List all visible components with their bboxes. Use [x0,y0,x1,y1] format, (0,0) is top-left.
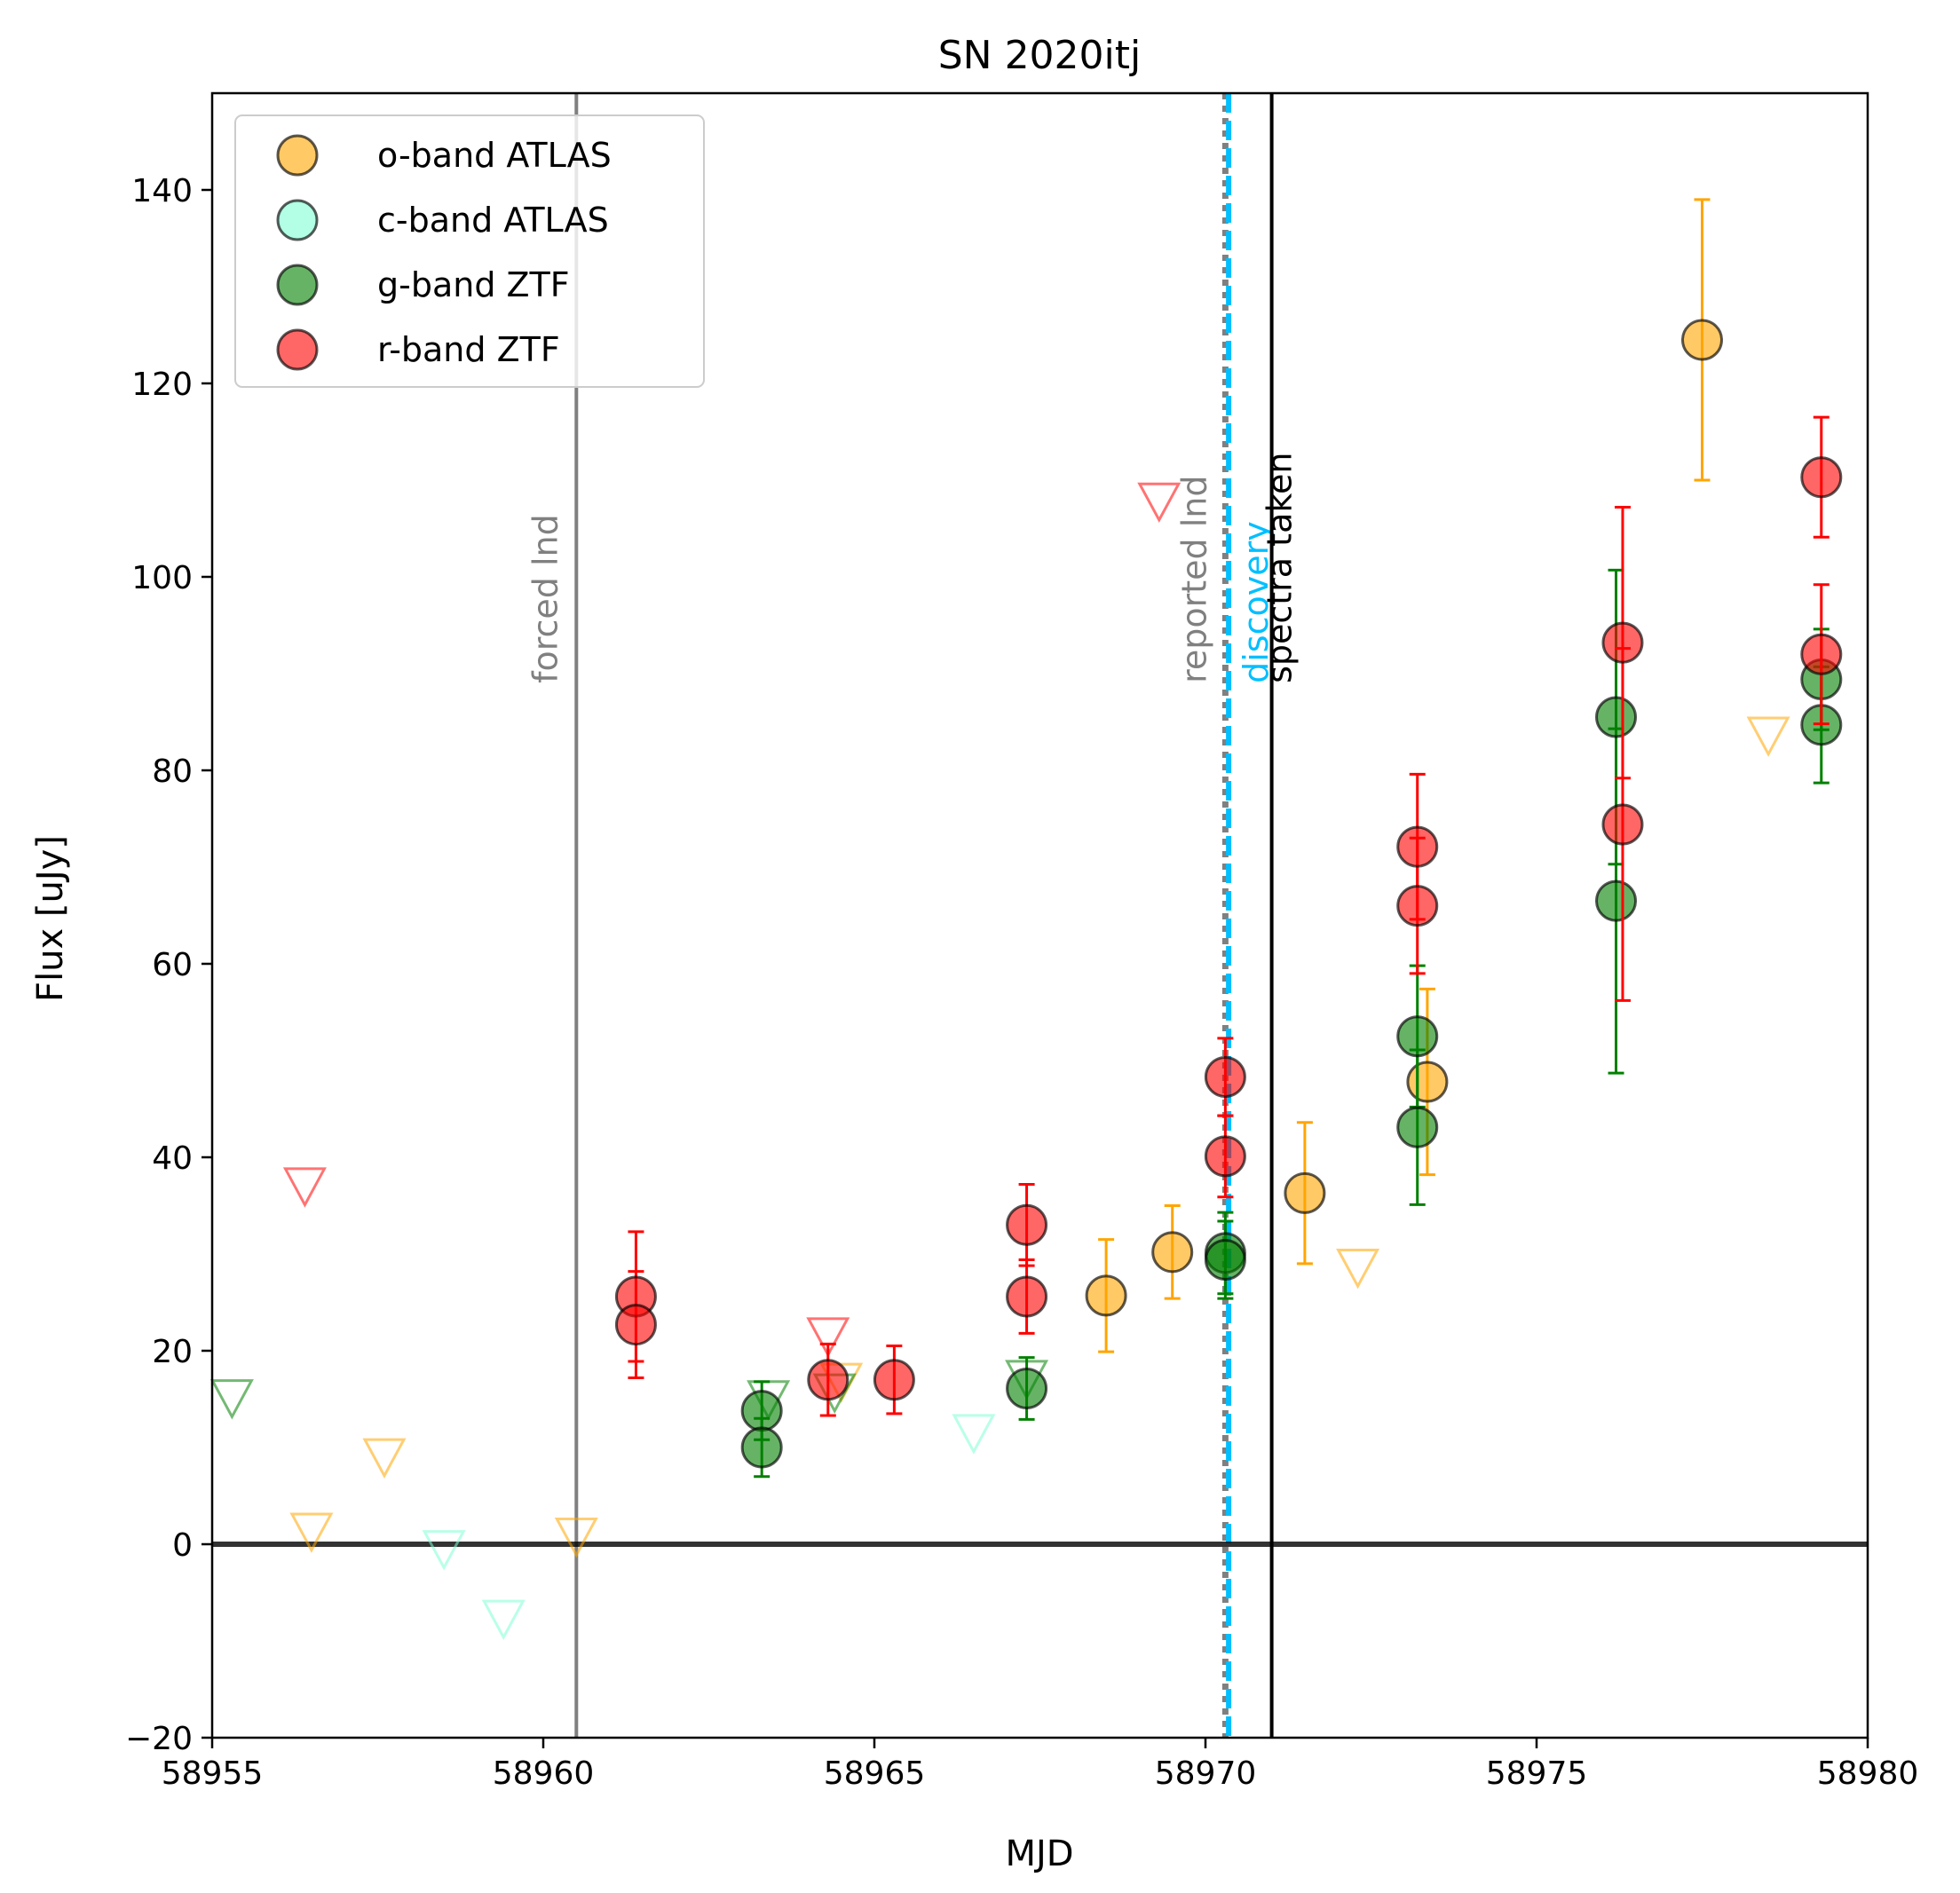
x-tick-label: 58955 [162,1755,264,1792]
y-tick-label: 120 [131,367,193,403]
data-point-r-band-ztf [1800,633,1843,675]
legend-label-r-band-ztf: r-band ZTF [377,330,560,369]
legend-items: o-band ATLAS c-band ATLAS g-band ZTF r-band… [276,134,612,371]
data-point-g-band-ztf [1006,1368,1048,1410]
y-tick-label: 20 [152,1334,193,1370]
upper-limit-o-band-atlas [1746,716,1790,757]
x-tick-label: 58965 [824,1755,926,1792]
legend-marker-r-band-ztf [276,328,319,371]
data-point-r-band-ztf [1396,885,1439,927]
y-tick-label: −20 [125,1721,193,1757]
data-point-g-band-ztf [1396,1106,1439,1148]
data-point-r-band-ztf [1006,1275,1048,1318]
chart-title: SN 2020itj [938,33,1142,78]
upper-limit-r-band-ztf [282,1167,327,1208]
upper-limit-c-band-atlas [481,1599,526,1641]
legend-marker-c-band-atlas [276,199,319,241]
data-point-r-band-ztf [1601,803,1644,846]
legend-marker-g-band-ztf [276,264,319,306]
data-point-r-band-ztf [873,1359,915,1401]
legend-label-o-band-atlas: o-band ATLAS [377,136,612,175]
data-point-g-band-ztf [1396,1015,1439,1058]
x-tick-label: 58980 [1817,1755,1919,1792]
y-tick-label: 60 [152,947,193,983]
legend-label-c-band-atlas: c-band ATLAS [377,201,609,240]
upper-limit-o-band-atlas [362,1438,407,1479]
data-point-o-band-atlas [1406,1061,1449,1103]
legend-frame [234,114,705,388]
upper-limit-o-band-atlas [1336,1248,1380,1290]
upper-limit-o-band-atlas [289,1512,334,1553]
data-point-g-band-ztf [1595,879,1638,922]
vline-label-discovery: discovery [1237,521,1276,683]
vline-label-forced-lnd: forced lnd [526,514,565,683]
legend-marker-o-band-atlas [276,134,319,177]
ticks-layer: 58955 58960 58965 58970 58975 58980 −20 0 20 40 60… [125,173,1918,1792]
y-tick-label: 40 [152,1140,193,1177]
data-point-o-band-atlas [1085,1274,1127,1317]
x-tick-label: 58975 [1486,1755,1588,1792]
data-point-r-band-ztf [1204,1056,1246,1099]
data-point-g-band-ztf [740,1426,783,1469]
data-point-r-band-ztf [1204,1135,1246,1178]
data-point-r-band-ztf [807,1359,850,1401]
legend: o-band ATLAS c-band ATLAS g-band ZTF r-band… [234,114,705,388]
x-axis-label: MJD [1005,1834,1073,1874]
data-point-r-band-ztf [1800,456,1843,499]
y-tick-label: 80 [152,753,193,790]
data-point-o-band-atlas [1284,1171,1326,1214]
data-point-r-band-ztf [1396,825,1439,868]
upper-limit-r-band-ztf [806,1317,850,1358]
vline-label-spectra-taken: spectra taken [1261,453,1300,683]
y-tick-label: 100 [131,560,193,596]
data-point-r-band-ztf [1601,621,1644,664]
x-tick-label: 58960 [493,1755,595,1792]
data-point-g-band-ztf [740,1390,783,1432]
x-tick-label: 58970 [1155,1755,1257,1792]
legend-label-g-band-ztf: g-band ZTF [377,265,570,304]
data-point-o-band-atlas [1151,1231,1194,1274]
upper-limit-c-band-atlas [952,1414,996,1455]
data-point-o-band-atlas [1681,319,1723,361]
vline-label-reported-lnd: reported lnd [1174,475,1213,682]
upper-limit-c-band-atlas [422,1530,466,1571]
data-layer [209,198,1843,1641]
upper-limit-o-band-atlas [554,1518,598,1558]
y-tick-label: 0 [172,1527,193,1564]
y-tick-label: 140 [131,173,193,209]
data-point-g-band-ztf [1204,1239,1246,1282]
y-axis-label: Flux [uJy] [30,835,71,1002]
upper-limit-r-band-ztf [1137,482,1182,524]
data-point-g-band-ztf [1595,696,1638,738]
data-point-r-band-ztf [614,1304,657,1346]
plot-frame [210,91,1869,1739]
data-point-r-band-ztf [1006,1203,1048,1246]
upper-limit-g-band-ztf [209,1379,254,1420]
